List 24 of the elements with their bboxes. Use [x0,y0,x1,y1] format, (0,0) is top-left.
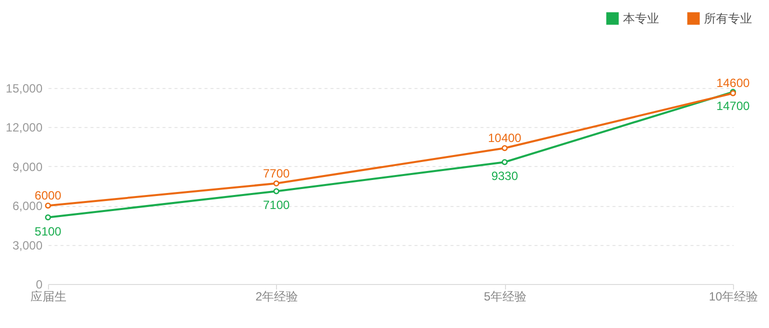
point [273,180,280,186]
data-label: 14700 [716,98,750,113]
x-tick-label: 10年经验 [708,290,758,304]
data-label: 14600 [716,76,750,90]
y-tick-label: 0 [36,278,43,292]
point [45,202,51,209]
legend-label: 所有专业 [704,12,752,26]
data-label: 10400 [488,131,522,146]
y-tick-label: 12,000 [6,120,43,135]
data-label: 9330 [491,169,518,184]
data-label: 5100 [34,224,62,238]
legend-label: 本专业 [623,12,659,26]
point [502,145,508,152]
data-label: 7700 [262,166,290,180]
data-label: 7100 [262,198,290,212]
y-tick-label: 3,000 [12,238,43,252]
point [45,214,51,220]
x-tick-label: 应届生 [30,290,66,304]
y-tick-label: 15,000 [6,82,43,96]
point [273,188,280,194]
point [502,159,508,166]
y-tick-label: 9,000 [12,160,43,174]
x-tick-label: 2年经验 [255,290,298,304]
x-tick-label: 5年经验 [484,290,527,304]
